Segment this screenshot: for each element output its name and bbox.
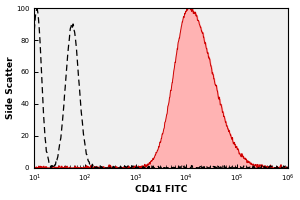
Y-axis label: Side Scatter: Side Scatter xyxy=(6,57,15,119)
X-axis label: CD41 FITC: CD41 FITC xyxy=(135,185,187,194)
